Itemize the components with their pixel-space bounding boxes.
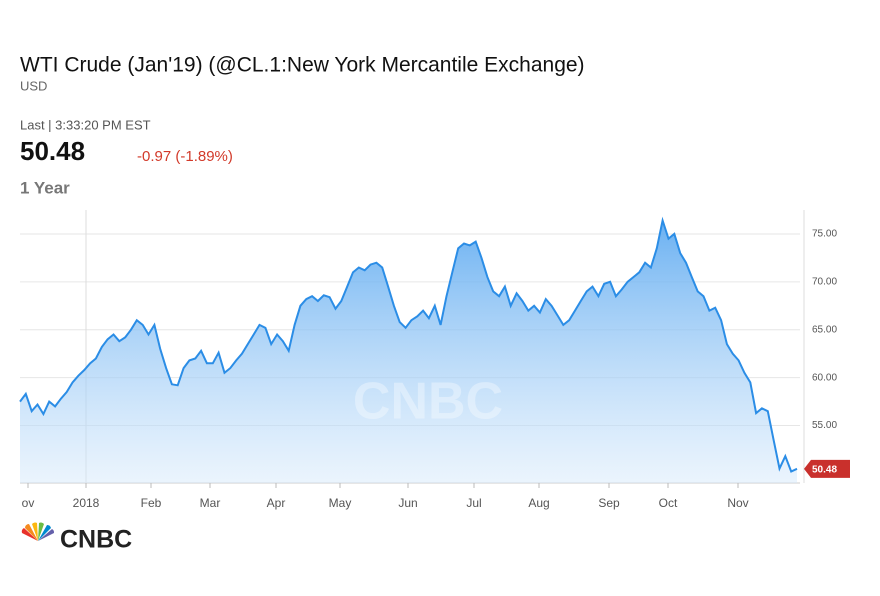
range: 1 Year [20,178,70,197]
line [19,216,798,473]
x-tick-label: Nov [727,496,748,510]
watermark: CNBC [353,373,503,431]
x-tick-label: Sep [598,496,620,510]
area [20,220,797,483]
y-tick-label: 70.00 [812,276,837,287]
title: WTI Crude (Jan'19) (@CL.1:New York Merca… [20,54,585,77]
y-tick-label: 65.00 [812,324,837,335]
x-tick-label: Aug [528,496,549,510]
x-tick-label: Apr [267,496,286,510]
x-tick-label: 2018 [73,496,100,510]
x-tick-label: May [329,496,352,510]
y-tick-label: 60.00 [812,372,837,383]
plot: 55.00 60.00 65.00 70.00 75.00 ov 2018 Feb Mar Apr… [19,210,850,510]
price: 50.48 [20,136,85,166]
y-tick-label: 55.00 [812,420,837,431]
x-tick-label: Oct [659,496,678,510]
logo-icon [21,522,55,541]
logo-text: CNBC [60,526,132,554]
currency: USD [20,78,47,93]
change: -0.97 (-1.89%) [137,148,233,165]
last-tag [804,459,850,478]
x-tick-label: Jun [398,496,417,510]
y-tick-label: 75.00 [812,229,837,240]
last-time: Last | 3:33:20 PM EST [20,117,151,132]
x-tick-label: Mar [200,496,221,510]
x-tick-label: Feb [141,496,162,510]
last-tag-label: 50.48 [812,464,837,475]
x-tick-label: ov [22,496,35,510]
x-tick-label: Jul [466,496,481,510]
